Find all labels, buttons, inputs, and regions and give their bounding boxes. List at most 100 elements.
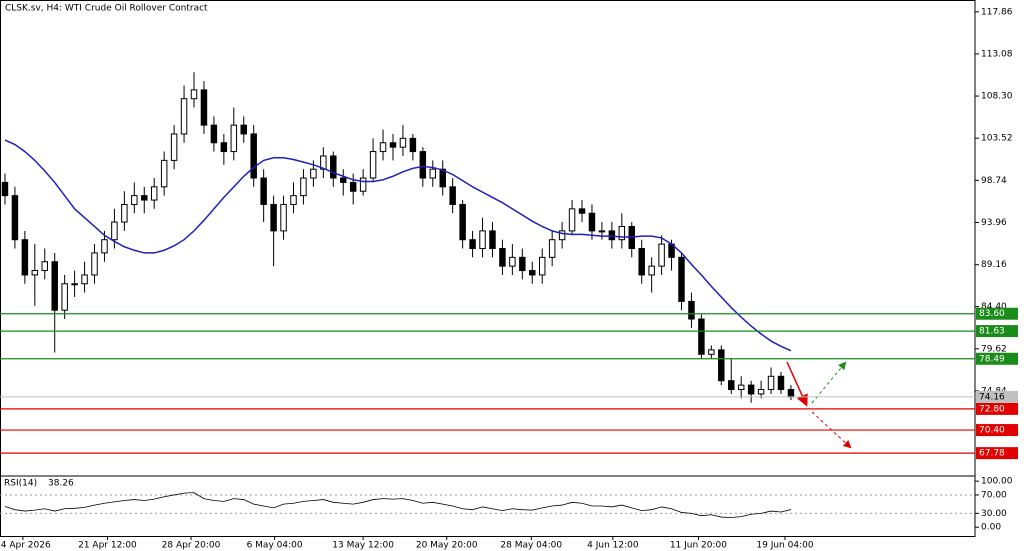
candle-body bbox=[61, 283, 68, 311]
candle-body bbox=[71, 283, 78, 286]
candle-body bbox=[260, 177, 267, 205]
candle-body bbox=[757, 389, 765, 395]
candle-body bbox=[141, 195, 148, 201]
candle-body bbox=[608, 230, 616, 241]
candle-body bbox=[678, 256, 685, 302]
y-tick-label: 113.08 bbox=[981, 49, 1013, 59]
candle-body bbox=[369, 151, 377, 179]
x-tick-label: 6 May 04:00 bbox=[247, 541, 303, 551]
level-label: 81.63 bbox=[979, 327, 1005, 337]
candle-body bbox=[439, 168, 446, 188]
x-tick-label: 4 Jun 12:00 bbox=[587, 541, 639, 551]
candle-body bbox=[320, 155, 327, 170]
candle-body bbox=[310, 168, 317, 179]
y-tick-label: 0.00 bbox=[981, 523, 1001, 533]
candle-body bbox=[658, 243, 665, 267]
candle-body bbox=[538, 256, 546, 276]
candle-body bbox=[101, 239, 108, 254]
candle-body bbox=[479, 230, 486, 250]
last-price-box bbox=[976, 390, 1018, 403]
y-tick-label: 108.30 bbox=[981, 92, 1013, 102]
candle-body bbox=[220, 142, 228, 153]
y-tick-label: 100.00 bbox=[981, 477, 1013, 487]
x-tick-label: 11 Jun 20:00 bbox=[670, 541, 727, 551]
candle-body bbox=[548, 239, 556, 258]
x-tick-label: 28 Apr 20:00 bbox=[162, 541, 221, 551]
candle-body bbox=[648, 265, 655, 276]
candle-body bbox=[200, 89, 208, 126]
candle-body bbox=[698, 318, 705, 355]
rsi-line bbox=[4, 492, 792, 518]
candle-body bbox=[330, 155, 337, 179]
level-label-box bbox=[976, 325, 1018, 338]
x-tick-label: 28 May 04:00 bbox=[500, 541, 562, 551]
candle-body bbox=[688, 300, 695, 320]
candle-body bbox=[787, 389, 795, 398]
candle-body bbox=[11, 195, 19, 241]
candle-body bbox=[499, 248, 506, 267]
candle-body bbox=[419, 151, 427, 179]
candle-body bbox=[41, 261, 49, 272]
candle-body bbox=[81, 274, 88, 285]
candle-body bbox=[618, 225, 626, 241]
level-label: 70.40 bbox=[979, 426, 1005, 436]
indicator-value: 38.26 bbox=[48, 479, 74, 489]
level-label: 78.49 bbox=[979, 354, 1005, 364]
candle-body bbox=[150, 186, 158, 201]
candle-body bbox=[469, 239, 476, 250]
candle-body bbox=[170, 133, 178, 161]
candle-body bbox=[389, 142, 397, 148]
candle-body bbox=[51, 261, 58, 311]
level-label-box bbox=[976, 307, 1018, 320]
y-tick-label: 30.00 bbox=[981, 509, 1007, 519]
candle-body bbox=[718, 349, 725, 382]
x-tick-label: 14 Apr 2026 bbox=[0, 541, 51, 551]
candle-body bbox=[290, 195, 297, 205]
x-tick-label: 19 Jun 04:00 bbox=[756, 541, 813, 551]
candle-body bbox=[728, 380, 735, 391]
level-label: 67.78 bbox=[979, 449, 1005, 459]
candle-body bbox=[31, 270, 39, 276]
candle-body bbox=[558, 230, 566, 241]
y-tick-label: 93.96 bbox=[981, 218, 1007, 228]
candle-body bbox=[529, 270, 536, 276]
candle-body bbox=[568, 208, 576, 232]
candle-body bbox=[250, 133, 257, 179]
candle-body bbox=[280, 203, 287, 232]
level-label-box bbox=[976, 352, 1018, 365]
candle-body bbox=[349, 181, 357, 192]
candle-body bbox=[578, 208, 586, 214]
candle-body bbox=[111, 221, 118, 241]
candle-body bbox=[240, 124, 247, 135]
y-tick-label: 103.52 bbox=[981, 134, 1013, 144]
chart-title: CLSK.sv, H4: WTI Crude Oil Rollover Cont… bbox=[5, 4, 208, 14]
y-tick-label: 70.00 bbox=[981, 490, 1007, 500]
level-label-box bbox=[976, 402, 1018, 415]
candle-body bbox=[767, 375, 775, 391]
x-tick-label: 13 May 12:00 bbox=[332, 541, 394, 551]
y-tick-label: 89.16 bbox=[981, 260, 1007, 270]
candle-body bbox=[131, 195, 138, 205]
level-label: 72.80 bbox=[979, 404, 1005, 414]
forecast-arrow-down bbox=[786, 361, 808, 407]
moving-average bbox=[4, 139, 792, 352]
candle-body bbox=[598, 230, 606, 233]
candle-body bbox=[399, 137, 407, 148]
last-price-label: 74.16 bbox=[979, 392, 1005, 402]
y-tick-label: 84.40 bbox=[981, 302, 1007, 312]
candle-body bbox=[190, 89, 198, 100]
level-label-box bbox=[976, 447, 1018, 460]
level-label-box bbox=[976, 424, 1018, 437]
candle-body bbox=[708, 349, 715, 355]
candle-body bbox=[519, 256, 526, 272]
candle-body bbox=[737, 384, 745, 391]
y-tick-label: 98.74 bbox=[981, 176, 1007, 186]
candle-body bbox=[230, 124, 238, 153]
candle-body bbox=[160, 159, 168, 188]
candle-body bbox=[379, 142, 387, 153]
candle-body bbox=[509, 256, 516, 267]
candle-body bbox=[1, 181, 9, 197]
x-tick-label: 21 Apr 12:00 bbox=[78, 541, 137, 551]
y-tick-label: 117.86 bbox=[981, 7, 1013, 17]
candle-body bbox=[121, 203, 128, 223]
